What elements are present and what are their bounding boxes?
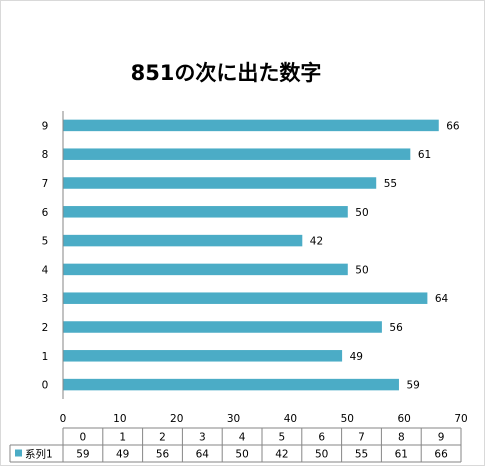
table-value-8: 61 <box>395 449 408 461</box>
y-tick-label-0: 0 <box>42 380 49 392</box>
x-tick-label-70: 70 <box>454 413 467 425</box>
data-label-2: 56 <box>389 322 403 334</box>
y-tick-label-7: 7 <box>42 178 49 190</box>
bar-6 <box>63 206 348 218</box>
bar-0 <box>63 378 399 391</box>
table-value-4: 50 <box>235 449 248 461</box>
y-tick-label-3: 3 <box>42 293 49 305</box>
data-label-5: 42 <box>310 236 323 248</box>
data-label-6: 50 <box>355 207 368 219</box>
table-value-6: 50 <box>315 449 328 461</box>
table-header-6: 6 <box>318 432 325 444</box>
bar-8 <box>63 148 411 160</box>
table-header-3: 3 <box>199 432 206 444</box>
bar-2 <box>63 321 382 333</box>
x-tick-label-50: 50 <box>341 413 354 425</box>
data-label-0: 59 <box>406 380 419 392</box>
legend-key-swatch <box>15 449 22 457</box>
bar-7 <box>63 177 377 189</box>
data-label-8: 61 <box>418 149 431 161</box>
bar-1 <box>63 350 343 362</box>
y-tick-label-2: 2 <box>42 322 49 334</box>
table-value-0: 59 <box>76 449 89 461</box>
table-header-1: 1 <box>119 432 126 444</box>
data-label-9: 66 <box>446 120 460 132</box>
legend-key-label: 系列1 <box>25 448 53 461</box>
y-tick-label-9: 9 <box>42 120 49 132</box>
table-header-0: 0 <box>80 432 87 444</box>
bar-5 <box>63 234 303 247</box>
table-value-5: 42 <box>275 449 288 461</box>
y-tick-label-4: 4 <box>42 264 49 276</box>
data-label-7: 55 <box>384 178 397 190</box>
table-value-2: 56 <box>156 449 170 461</box>
x-tick-label-60: 60 <box>397 413 410 425</box>
x-tick-label-20: 20 <box>170 413 183 425</box>
bar-9 <box>63 119 439 132</box>
data-label-1: 49 <box>350 351 363 363</box>
table-header-9: 9 <box>438 432 445 444</box>
y-tick-label-5: 5 <box>42 236 49 248</box>
bar-3 <box>63 292 428 304</box>
data-label-4: 50 <box>355 264 368 276</box>
table-header-4: 4 <box>239 432 246 444</box>
table-value-3: 64 <box>196 449 210 461</box>
table-header-7: 7 <box>358 432 365 444</box>
table-header-2: 2 <box>159 432 166 444</box>
y-tick-label-8: 8 <box>42 149 49 161</box>
chart-title: 851の次に出た数字 <box>131 61 322 85</box>
table-header-8: 8 <box>398 432 405 444</box>
table-value-7: 55 <box>355 449 368 461</box>
x-tick-label-30: 30 <box>227 413 240 425</box>
table-value-9: 66 <box>434 449 448 461</box>
y-tick-label-1: 1 <box>42 351 49 363</box>
bar-4 <box>63 263 348 276</box>
y-tick-label-6: 6 <box>42 207 49 219</box>
data-label-3: 64 <box>435 293 449 305</box>
x-tick-label-40: 40 <box>284 413 297 425</box>
x-tick-label-0: 0 <box>60 413 67 425</box>
table-header-5: 5 <box>279 432 286 444</box>
x-tick-label-10: 10 <box>113 413 126 425</box>
table-value-1: 49 <box>116 449 129 461</box>
